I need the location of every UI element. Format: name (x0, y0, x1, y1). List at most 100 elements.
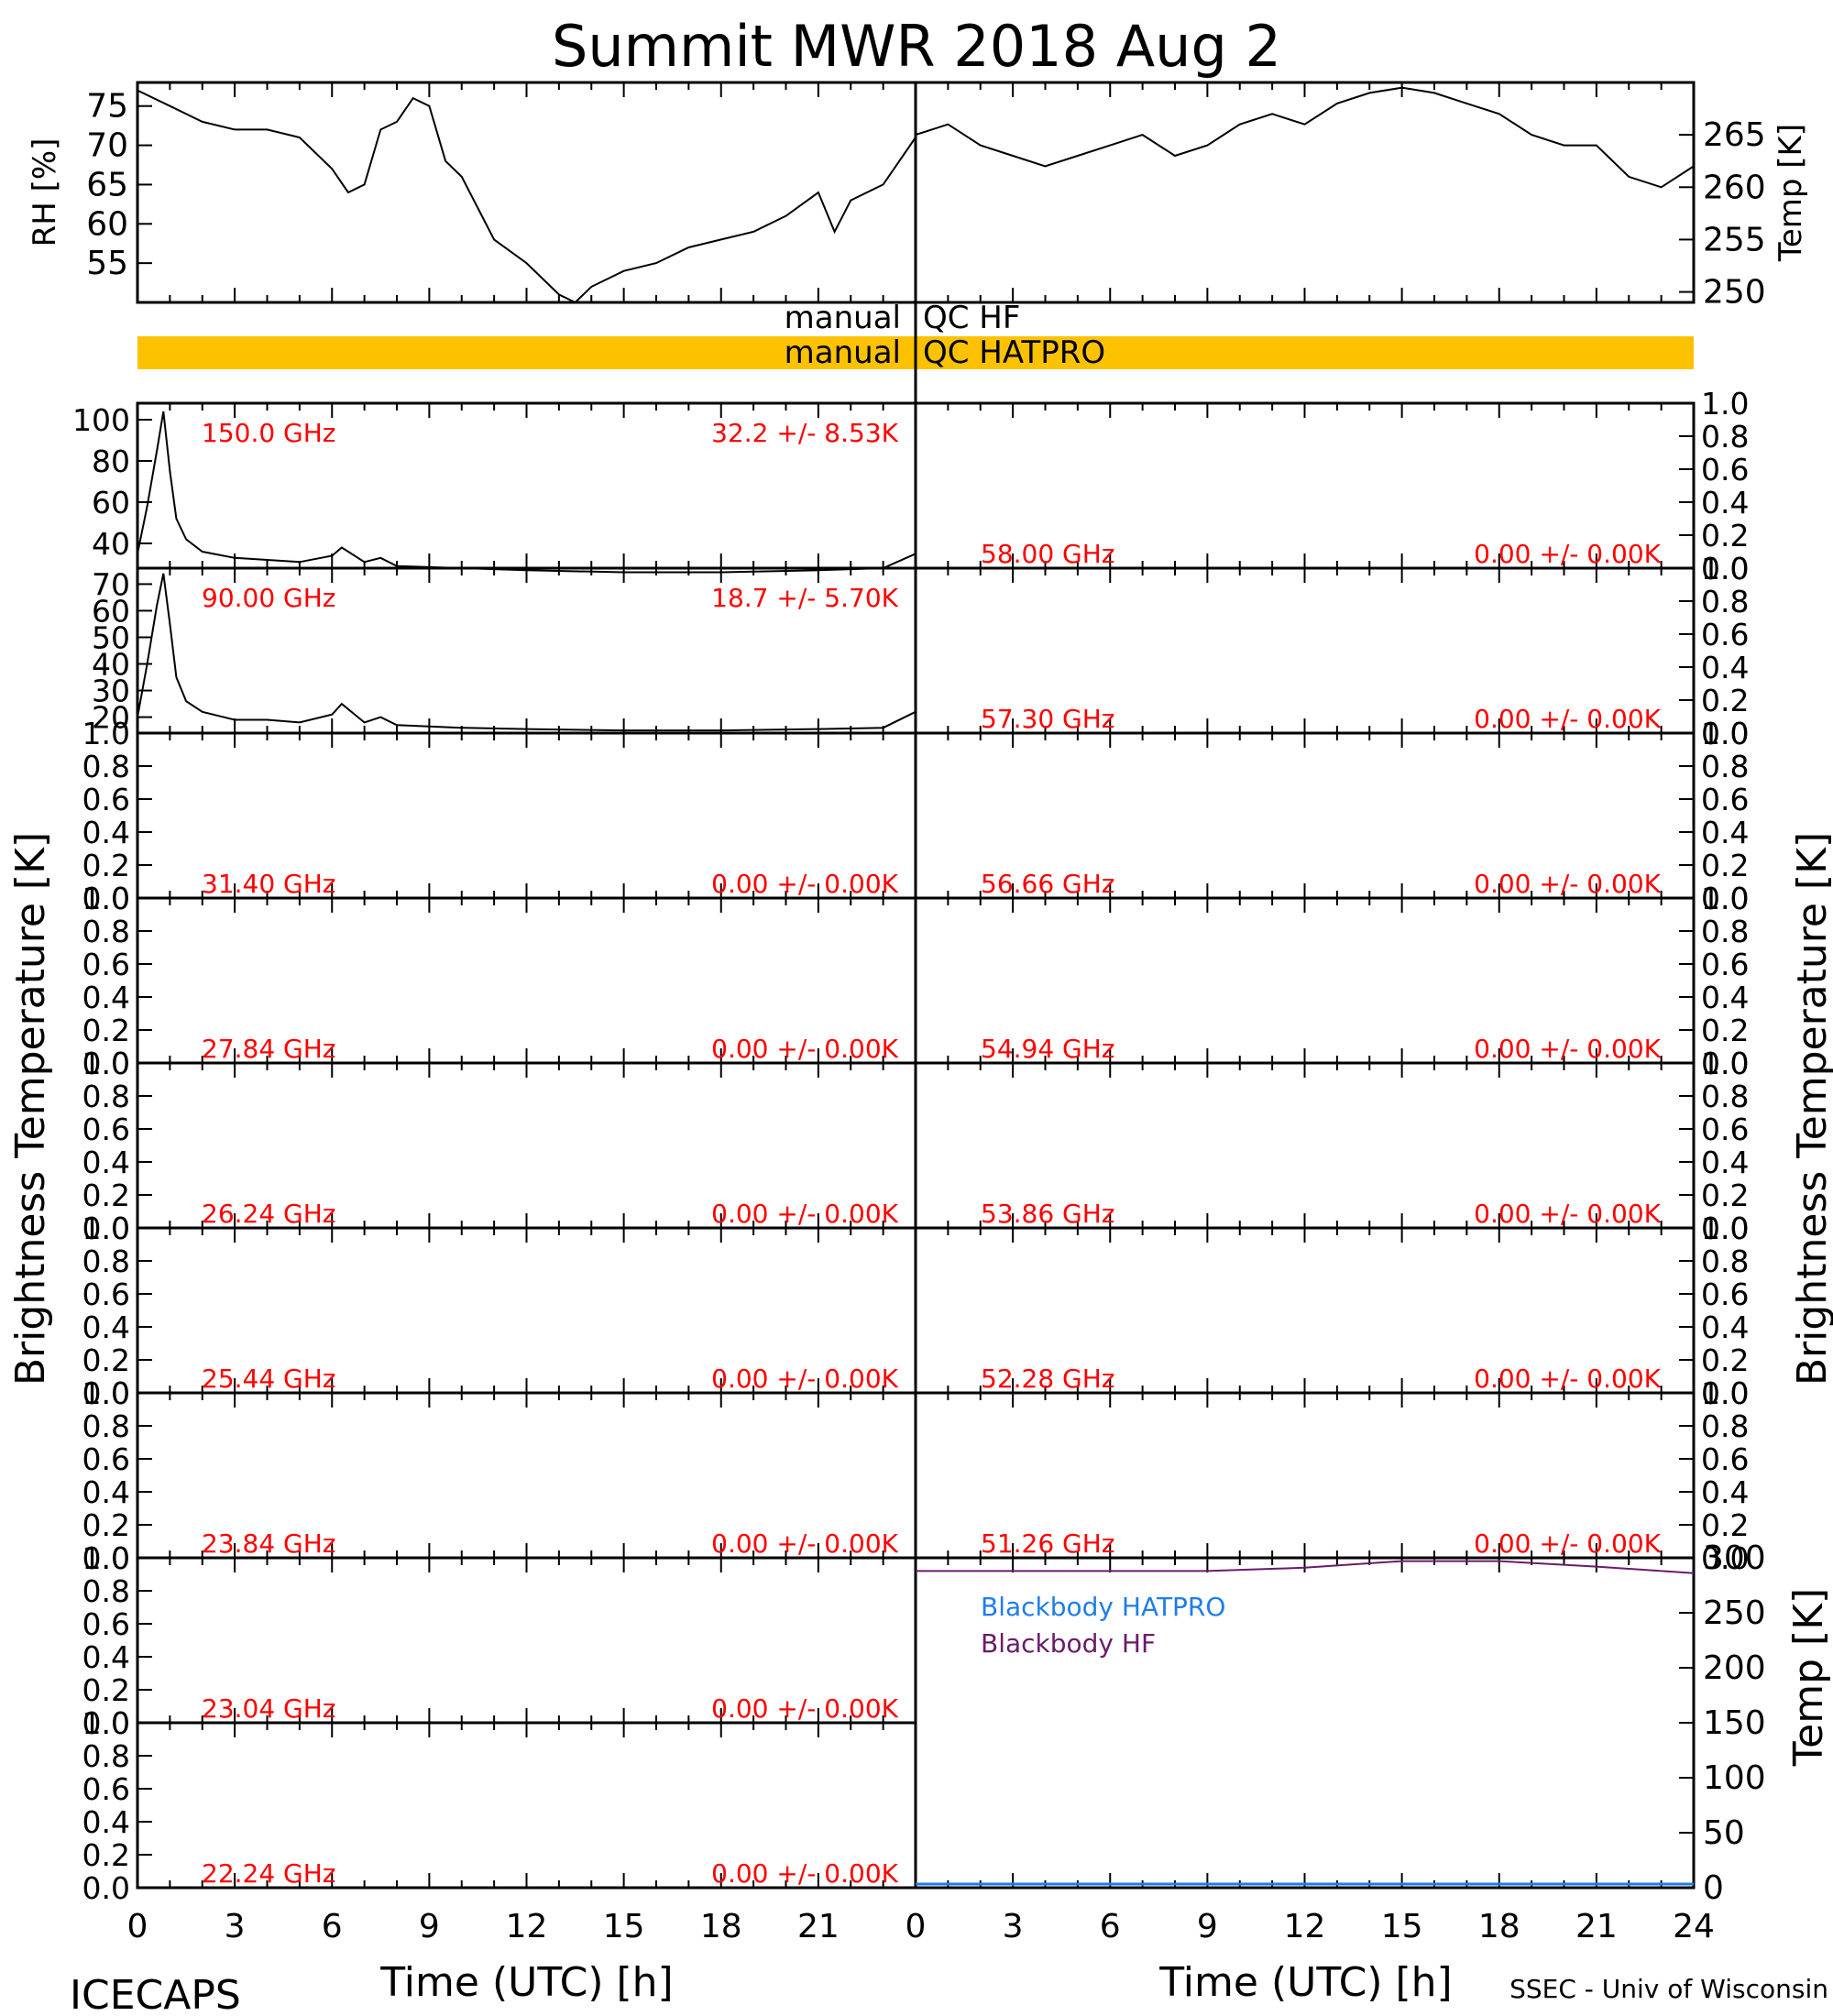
right-panel-0-stat-label: 0.00 +/- 0.00K (1474, 539, 1661, 569)
left-panel-6-ytick-label: 0.6 (82, 1441, 130, 1477)
right-panel-3-ytick-label: 0.8 (1701, 914, 1749, 949)
bb-ytick-label: 200 (1703, 1649, 1766, 1687)
right-panel-2-ytick-label: 0.4 (1701, 815, 1749, 850)
left-x-axis-label: Time (UTC) [h] (379, 1959, 673, 2006)
left-panel-8-ytick-label: 0.8 (82, 1738, 130, 1774)
right-panel-1-ytick-label: 1.0 (1701, 551, 1749, 586)
left-panel-2-ytick-label: 0.8 (82, 749, 130, 784)
left-panel-6-ytick-label: 0.0 (82, 1540, 130, 1576)
temp-ytick-label: 265 (1703, 116, 1766, 154)
right-panel-5-ytick-label: 0.4 (1701, 1309, 1749, 1345)
left-panel-8-freq-label: 22.24 GHz (202, 1858, 336, 1889)
right-panel-2-ytick-label: 1.0 (1701, 716, 1749, 751)
bb-ytick-label: 50 (1703, 1814, 1745, 1852)
right-panel-6-freq-label: 51.26 GHz (981, 1528, 1115, 1559)
left-panel-7-ytick-label: 0.4 (82, 1639, 130, 1675)
right-panel-5-ytick-label: 0.6 (1701, 1276, 1749, 1312)
right-panel-3-stat-label: 0.00 +/- 0.00K (1474, 1034, 1661, 1064)
temp-ytick-label: 255 (1703, 221, 1766, 258)
panels-layer (136, 81, 1696, 1890)
left-panel-7-stat-label: 0.00 +/- 0.00K (711, 1693, 898, 1724)
right-panel-2-ytick-label: 0.0 (1701, 881, 1749, 916)
right-panel-5-freq-label: 52.28 GHz (981, 1364, 1115, 1394)
right-panel-3-ytick-label: 0.4 (1701, 980, 1749, 1015)
right-panel-3-freq-label: 54.94 GHz (981, 1034, 1115, 1064)
left-panel-7-freq-label: 23.04 GHz (202, 1693, 336, 1724)
rh-ytick-label: 60 (86, 205, 128, 243)
left-panel-4-ytick-label: 0.0 (82, 1211, 130, 1246)
right-panel-4-ytick-label: 0.8 (1701, 1079, 1749, 1114)
right-xtick-label: 12 (1284, 1908, 1326, 1945)
bb-ytick-label: 250 (1703, 1594, 1766, 1632)
left-panel-3-freq-label: 27.84 GHz (202, 1034, 336, 1064)
right-panel-2-ytick-label: 0.8 (1701, 749, 1749, 784)
bb-ytick-label: 150 (1703, 1704, 1766, 1742)
left-panel-8-ytick-label: 0.0 (82, 1870, 130, 1906)
left-panel-5-ytick-label: 0.6 (82, 1276, 130, 1312)
right-panel-5-stat-label: 0.00 +/- 0.00K (1474, 1364, 1661, 1394)
left-panel-1-ytick-label: 60 (92, 593, 130, 629)
bb-axis-label: Temp [K] (1785, 1588, 1832, 1767)
right-xtick-label: 24 (1673, 1908, 1715, 1945)
left-panel-7-ytick-label: 0.8 (82, 1573, 130, 1609)
left-panel-1-ytick-label: 20 (92, 700, 130, 736)
right-panel-0-ytick-label: 0.6 (1701, 452, 1749, 488)
left-panel-8-ytick-label: 0.4 (82, 1804, 130, 1840)
qc-hf-label-left: manual (785, 300, 901, 336)
left-panel-3-ytick-label: 1.0 (82, 881, 130, 916)
temp-axis-label: Temp [K] (1773, 124, 1809, 262)
left-xtick-label: 18 (700, 1908, 742, 1945)
left-panel-4-ytick-label: 1.0 (82, 1046, 130, 1081)
right-xtick-label: 21 (1575, 1908, 1618, 1945)
left-panel-4-ytick-label: 0.4 (82, 1145, 130, 1180)
left-panel-2-stat-label: 0.00 +/- 0.00K (711, 869, 898, 899)
bb-legend-hatpro: Blackbody HATPRO (981, 1592, 1225, 1622)
left-panel-8-ytick-label: 0.2 (82, 1837, 130, 1873)
right-panel-0-freq-label: 58.00 GHz (981, 539, 1115, 569)
left-panel-2-ytick-label: 0.0 (82, 881, 130, 916)
right-panel-2-freq-label: 56.66 GHz (981, 869, 1115, 899)
right-panel-4-ytick-label: 1.0 (1701, 1046, 1749, 1081)
right-panel-3-ytick-label: 0.2 (1701, 1013, 1749, 1048)
left-panel-6-ytick-label: 0.8 (82, 1408, 130, 1444)
left-panel-1-ytick-label: 40 (92, 647, 130, 683)
left-panel-7-ytick-label: 0.2 (82, 1672, 130, 1708)
footer-right: SSEC - Univ of Wisconsin (1509, 1974, 1828, 2004)
right-x-axis-label: Time (UTC) [h] (1158, 1959, 1452, 2006)
right-panel-6-ytick-label: 0.4 (1701, 1474, 1749, 1510)
ch90-line (137, 573, 916, 732)
right-panel-6-stat-label: 0.00 +/- 0.00K (1474, 1528, 1661, 1559)
left-panel-3-ytick-label: 0.0 (82, 1046, 130, 1081)
right-panel-5-ytick-label: 1.0 (1701, 1211, 1749, 1246)
right-panel-2-ytick-label: 0.2 (1701, 848, 1749, 883)
left-y-axis-label: Brightness Temperature [K] (7, 832, 54, 1386)
right-panel-4-ytick-label: 0.2 (1701, 1178, 1749, 1213)
right-panel-0-ytick-label: 0.2 (1701, 518, 1749, 553)
right-xtick-label: 18 (1478, 1908, 1520, 1945)
left-xtick-label: 6 (322, 1908, 343, 1945)
qc-hatpro-label-left: manual (785, 334, 901, 371)
left-panel-6-freq-label: 23.84 GHz (202, 1528, 336, 1559)
left-panel-4-freq-label: 26.24 GHz (202, 1199, 336, 1229)
left-panel-6-ytick-label: 1.0 (82, 1375, 130, 1411)
ch150-line (137, 411, 916, 574)
bb-hf-line (916, 1560, 1695, 1574)
right-panel-0-ytick-label: 0.8 (1701, 419, 1749, 455)
left-panel-3-ytick-label: 0.6 (82, 947, 130, 982)
left-panel-8-ytick-label: 0.6 (82, 1771, 130, 1807)
left-panel-1-ytick-label: 30 (92, 674, 130, 709)
right-panel-4-ytick-label: 0.0 (1701, 1211, 1749, 1246)
qc-hf-label-right: QC HF (923, 300, 1020, 336)
left-panel-5-ytick-label: 0.2 (82, 1342, 130, 1378)
left-panel-1-freq-label: 90.00 GHz (202, 583, 336, 613)
left-panel-0-ytick-label: 80 (92, 444, 130, 479)
right-panel-0-ytick-label: 1.0 (1701, 386, 1749, 422)
left-panel-4-stat-label: 0.00 +/- 0.00K (711, 1199, 898, 1229)
left-panel-6-ytick-label: 0.2 (82, 1507, 130, 1543)
temp-ytick-label: 250 (1703, 274, 1766, 312)
rh-ytick-label: 55 (86, 245, 128, 282)
right-panel-4-ytick-label: 0.6 (1701, 1112, 1749, 1147)
right-panel-1-freq-label: 57.30 GHz (981, 704, 1115, 734)
left-xtick-label: 15 (603, 1908, 645, 1945)
bb-ytick-label: 300 (1703, 1539, 1766, 1577)
